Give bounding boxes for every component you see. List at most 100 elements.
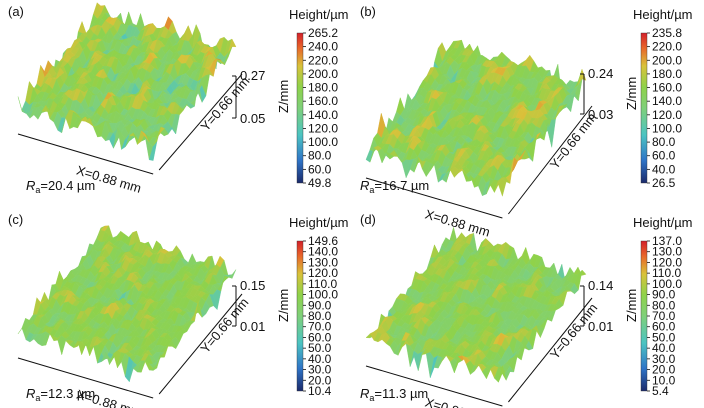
colorbar: 235.8220.0200.0180.0160.0140.0120.0100.0… (640, 26, 682, 190)
colorbar-tick-label: 90.0 (308, 298, 332, 312)
colorbar-tick-label: 50.0 (652, 330, 676, 344)
surface-facet (498, 178, 507, 197)
surface-plot (17, 225, 237, 383)
colorbar-tick-label: 235.8 (652, 26, 682, 40)
x-axis-label: X=0.88 mm (423, 394, 491, 408)
colorbar-tick-label: 80.0 (652, 298, 676, 312)
colorbar-tick-label: 40.0 (652, 162, 676, 176)
y-axis (158, 73, 243, 171)
colorbar-gradient (640, 32, 648, 184)
colorbar-tick-label: 265.2 (308, 26, 338, 40)
ra-value: =12.3 µm (40, 386, 95, 401)
colorbar-tick-label: 20.0 (652, 363, 676, 377)
colorbar-tick-label: 120.0 (652, 255, 682, 269)
panel-c: (c)X=0.88 mmY=0.66 mm0.150.01Z/mm149.614… (8, 212, 349, 408)
z-axis-label: Z/mm (624, 77, 639, 110)
colorbar-tick-label: 70.0 (652, 309, 676, 323)
ra-label: Ra=20.4 µm (26, 178, 95, 195)
panel-d: (d)X=0.88 mmY=0.66 mm0.140.01Z/mm137.013… (360, 212, 693, 408)
y-axis (508, 297, 593, 403)
colorbar-tick-label: 180.0 (652, 67, 682, 81)
z-axis-label: Z/mm (624, 289, 639, 322)
surface-facet (498, 365, 507, 383)
panel-label: (d) (360, 212, 376, 227)
colorbar-tick-label: 100.0 (652, 121, 682, 135)
z-top-tick: 0.14 (588, 278, 613, 293)
z-axis (232, 285, 237, 327)
colorbar-tick-label: 20.0 (308, 373, 332, 387)
colorbar-tick-label: 120.0 (308, 266, 338, 280)
ra-label: Ra=11.3 µm (360, 386, 428, 403)
z-top-tick: 0.24 (588, 66, 613, 81)
colorbar-tick-label: 10.0 (652, 373, 676, 387)
colorbar-tick-label: 100.0 (308, 288, 338, 302)
colorbar-gradient (296, 32, 304, 184)
colorbar-tick-label: 30.0 (308, 363, 332, 377)
colorbar-tick-label: 30.0 (652, 352, 676, 366)
colorbar-title: Height/µm (289, 7, 349, 22)
colorbar-tick-label: 120.0 (308, 121, 338, 135)
colorbar-tick-label: 60.0 (652, 320, 676, 334)
ra-label: Ra=16.7 µm (360, 178, 429, 195)
z-bottom-tick: 0.01 (588, 319, 613, 334)
colorbar-tick-label: 110.0 (652, 266, 681, 280)
colorbar-tick-label: 160.0 (652, 81, 682, 95)
z-bottom-tick: 0.03 (588, 107, 613, 122)
colorbar-tick-label: 26.5 (652, 176, 676, 190)
y-axis (508, 105, 593, 215)
ra-label: Ra=12.3 µm (26, 386, 95, 403)
colorbar-tick-label: 50.0 (308, 341, 332, 355)
z-axis (232, 75, 237, 119)
panel-label: (c) (8, 212, 23, 227)
x-axis (17, 133, 154, 175)
colorbar-tick-label: 60.0 (308, 162, 332, 176)
colorbar-tick-label: 120.0 (652, 108, 682, 122)
ra-symbol: R (26, 386, 35, 401)
ra-subscript: a (35, 185, 40, 195)
colorbar-tick-label: 140.0 (308, 245, 338, 259)
colorbar-tick-label: 80.0 (308, 149, 332, 163)
y-axis (158, 293, 243, 395)
panel-b: (b)X=0.88 mmY=0.66 mm0.240.03Z/mm235.822… (360, 4, 693, 240)
colorbar-tick-label: 80.0 (652, 135, 676, 149)
surface-facet (77, 21, 87, 34)
colorbar-title: Height/µm (633, 7, 693, 22)
colorbar-tick-label: 49.8 (308, 176, 332, 190)
colorbar-tick-label: 5.4 (652, 384, 669, 398)
colorbar-tick-label: 110.0 (308, 277, 337, 291)
surface-plot (365, 226, 587, 383)
colorbar-tick-label: 130.0 (652, 245, 682, 259)
z-bottom-tick: 0.05 (240, 111, 265, 126)
colorbar-tick-label: 60.0 (308, 330, 332, 344)
surface-facet (149, 367, 158, 371)
x-axis (365, 177, 503, 219)
z-axis-label: Z/mm (276, 80, 291, 113)
panel-a: (a)X=0.88 mmY=0.66 mm0.270.05Z/mm265.224… (8, 2, 349, 196)
ra-symbol: R (360, 386, 369, 401)
surface-plot (17, 2, 237, 161)
panel-label: (a) (8, 4, 24, 19)
colorbar-title: Height/µm (289, 215, 349, 230)
colorbar-tick-label: 137.0 (652, 234, 682, 248)
colorbar-tick-label: 160.0 (308, 94, 338, 108)
z-axis (580, 285, 585, 327)
colorbar-tick-label: 220.0 (308, 53, 338, 67)
colorbar-tick-label: 140.0 (652, 94, 682, 108)
colorbar-tick-label: 149.6 (308, 234, 338, 248)
colorbar: 149.6140.0130.0120.0110.0100.090.080.070… (296, 234, 338, 398)
colorbar-gradient (640, 240, 648, 392)
z-axis (580, 73, 585, 115)
ra-value: =11.3 µm (374, 386, 428, 401)
surface-facet (227, 269, 237, 279)
ra-value: =20.4 µm (40, 178, 95, 193)
z-bottom-tick: 0.01 (240, 319, 265, 334)
panel-label: (b) (360, 4, 376, 19)
colorbar-tick-label: 70.0 (308, 320, 332, 334)
colorbar-tick-label: 80.0 (308, 309, 332, 323)
x-axis (365, 365, 503, 407)
colorbar-tick-label: 40.0 (308, 352, 332, 366)
colorbar-tick-label: 90.0 (652, 288, 676, 302)
surface-facet (124, 11, 133, 26)
z-axis-label: Z/mm (276, 289, 291, 322)
